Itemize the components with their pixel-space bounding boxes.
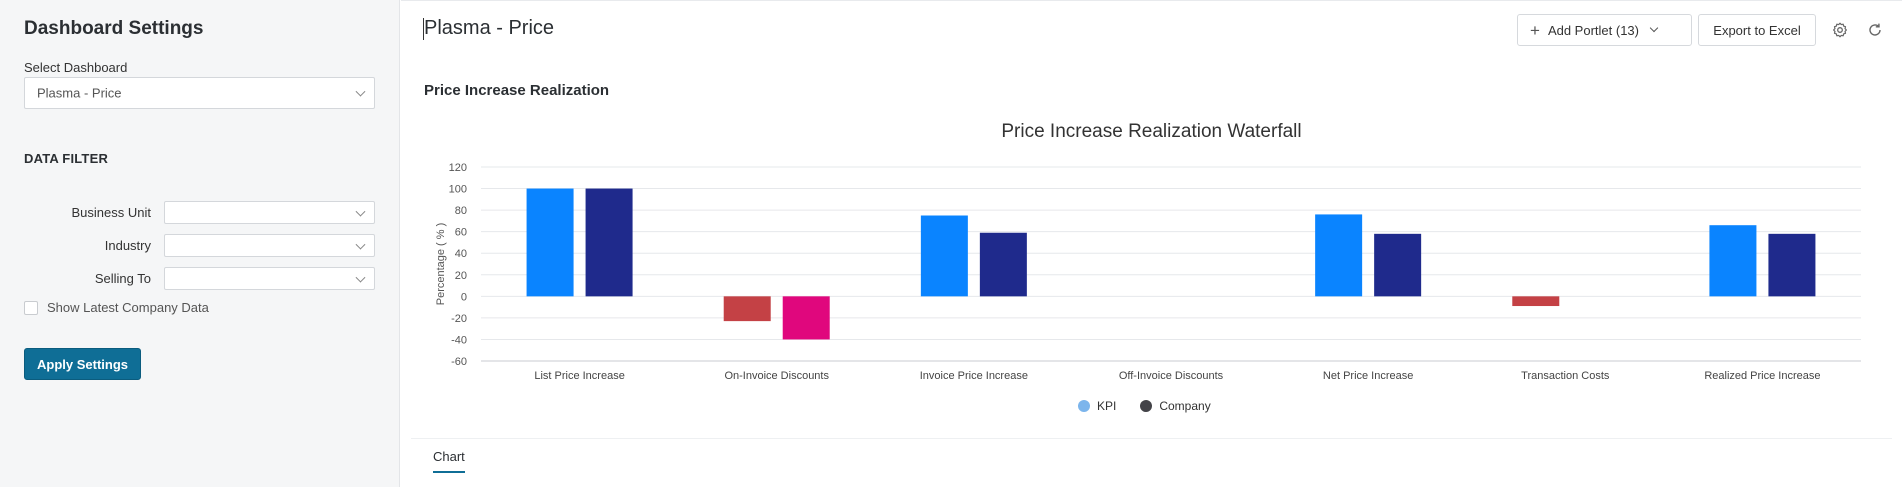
tab-chart[interactable]: Chart bbox=[433, 449, 465, 473]
bar-company-2 bbox=[979, 232, 1027, 297]
show-latest-row[interactable]: Show Latest Company Data bbox=[24, 300, 209, 315]
bar-kpi-6 bbox=[1709, 225, 1757, 297]
export-to-excel-button[interactable]: Export to Excel bbox=[1698, 14, 1816, 46]
legend-item-company[interactable]: Company bbox=[1140, 399, 1211, 413]
y-tick-label: -20 bbox=[451, 313, 467, 325]
plus-icon: + bbox=[1530, 20, 1540, 40]
chevron-down-icon bbox=[1649, 23, 1659, 33]
chart-title: Price Increase Realization Waterfall bbox=[1001, 121, 1302, 142]
data-filter-heading: DATA FILTER bbox=[24, 151, 109, 166]
bar-kpi-1 bbox=[723, 296, 771, 322]
legend-dot-kpi bbox=[1078, 400, 1090, 412]
bar-company-0 bbox=[585, 188, 633, 297]
tabs-divider bbox=[411, 438, 1892, 439]
main-content: Plasma - Price + Add Portlet (13) Export… bbox=[401, 0, 1902, 487]
select-dashboard-label: Select Dashboard bbox=[24, 60, 128, 75]
y-tick-label: 120 bbox=[449, 162, 467, 174]
add-portlet-button[interactable]: + Add Portlet (13) bbox=[1517, 14, 1692, 46]
sidebar-title: Dashboard Settings bbox=[24, 18, 204, 39]
industry-label: Industry bbox=[104, 238, 151, 253]
chart-container: Price Increase Realization Waterfall 120… bbox=[401, 111, 1902, 431]
business-unit-select[interactable] bbox=[164, 201, 375, 224]
bar-company-6 bbox=[1768, 233, 1816, 297]
bar-company-4 bbox=[1374, 233, 1422, 297]
gear-icon[interactable] bbox=[1829, 19, 1851, 41]
x-tick-label: Net Price Increase bbox=[1323, 370, 1413, 382]
x-tick-label: Off-Invoice Discounts bbox=[1119, 370, 1224, 382]
business-unit-label: Business Unit bbox=[71, 205, 151, 220]
refresh-icon[interactable] bbox=[1864, 19, 1886, 41]
chevron-down-icon bbox=[355, 86, 366, 97]
waterfall-chart: 120 100 80 60 40 20 0 -20 -40 -60 Percentage ( % )… bbox=[435, 162, 1861, 382]
chart-legend: KPI Company bbox=[1078, 399, 1211, 413]
y-tick-label: 0 bbox=[461, 291, 467, 303]
y-tick-label: 80 bbox=[455, 205, 467, 217]
gear-icon-svg bbox=[1833, 22, 1847, 38]
y-tick-label: 40 bbox=[455, 248, 467, 260]
portlet-title: Price Increase Realization bbox=[424, 82, 610, 99]
text-cursor bbox=[423, 18, 424, 40]
show-latest-label: Show Latest Company Data bbox=[47, 300, 209, 315]
bar-company-1 bbox=[782, 296, 830, 340]
y-tick-label: 20 bbox=[455, 270, 467, 282]
bar-kpi-2 bbox=[920, 215, 968, 297]
dashboard-select-value: Plasma - Price bbox=[37, 85, 122, 101]
dashboard-select[interactable]: Plasma - Price bbox=[24, 77, 375, 109]
refresh-icon-svg bbox=[1869, 23, 1881, 36]
x-tick-label: On-Invoice Discounts bbox=[724, 370, 829, 382]
bar-kpi-5 bbox=[1512, 296, 1560, 307]
selling-to-select[interactable] bbox=[164, 267, 375, 290]
x-tick-label: Transaction Costs bbox=[1521, 370, 1610, 382]
apply-settings-button[interactable]: Apply Settings bbox=[24, 348, 141, 380]
industry-select[interactable] bbox=[164, 234, 375, 257]
settings-sidebar: Dashboard Settings Select Dashboard Plas… bbox=[0, 0, 400, 487]
show-latest-checkbox[interactable] bbox=[24, 300, 38, 315]
chevron-down-icon bbox=[355, 206, 366, 217]
x-tick-label: Realized Price Increase bbox=[1704, 370, 1820, 382]
bar-kpi-0 bbox=[526, 188, 574, 297]
chevron-down-icon bbox=[355, 239, 366, 250]
x-tick-label: Invoice Price Increase bbox=[920, 370, 1028, 382]
legend-label-kpi: KPI bbox=[1097, 399, 1117, 413]
chevron-down-icon bbox=[355, 272, 366, 283]
y-tick-label: -60 bbox=[451, 356, 467, 368]
legend-label-company: Company bbox=[1159, 399, 1211, 413]
y-tick-label: 60 bbox=[455, 227, 467, 239]
selling-to-label: Selling To bbox=[94, 271, 151, 286]
legend-dot-company bbox=[1140, 400, 1153, 412]
bar-kpi-4 bbox=[1315, 214, 1363, 297]
y-tick-label: -40 bbox=[451, 334, 467, 346]
x-tick-label: List Price Increase bbox=[534, 370, 624, 382]
y-axis-label: Percentage ( % ) bbox=[435, 223, 447, 306]
y-tick-label: 100 bbox=[449, 184, 467, 196]
legend-item-kpi[interactable]: KPI bbox=[1078, 399, 1116, 413]
page-title[interactable]: Plasma - Price bbox=[424, 17, 555, 39]
add-portlet-label: Add Portlet (13) bbox=[1547, 22, 1639, 38]
